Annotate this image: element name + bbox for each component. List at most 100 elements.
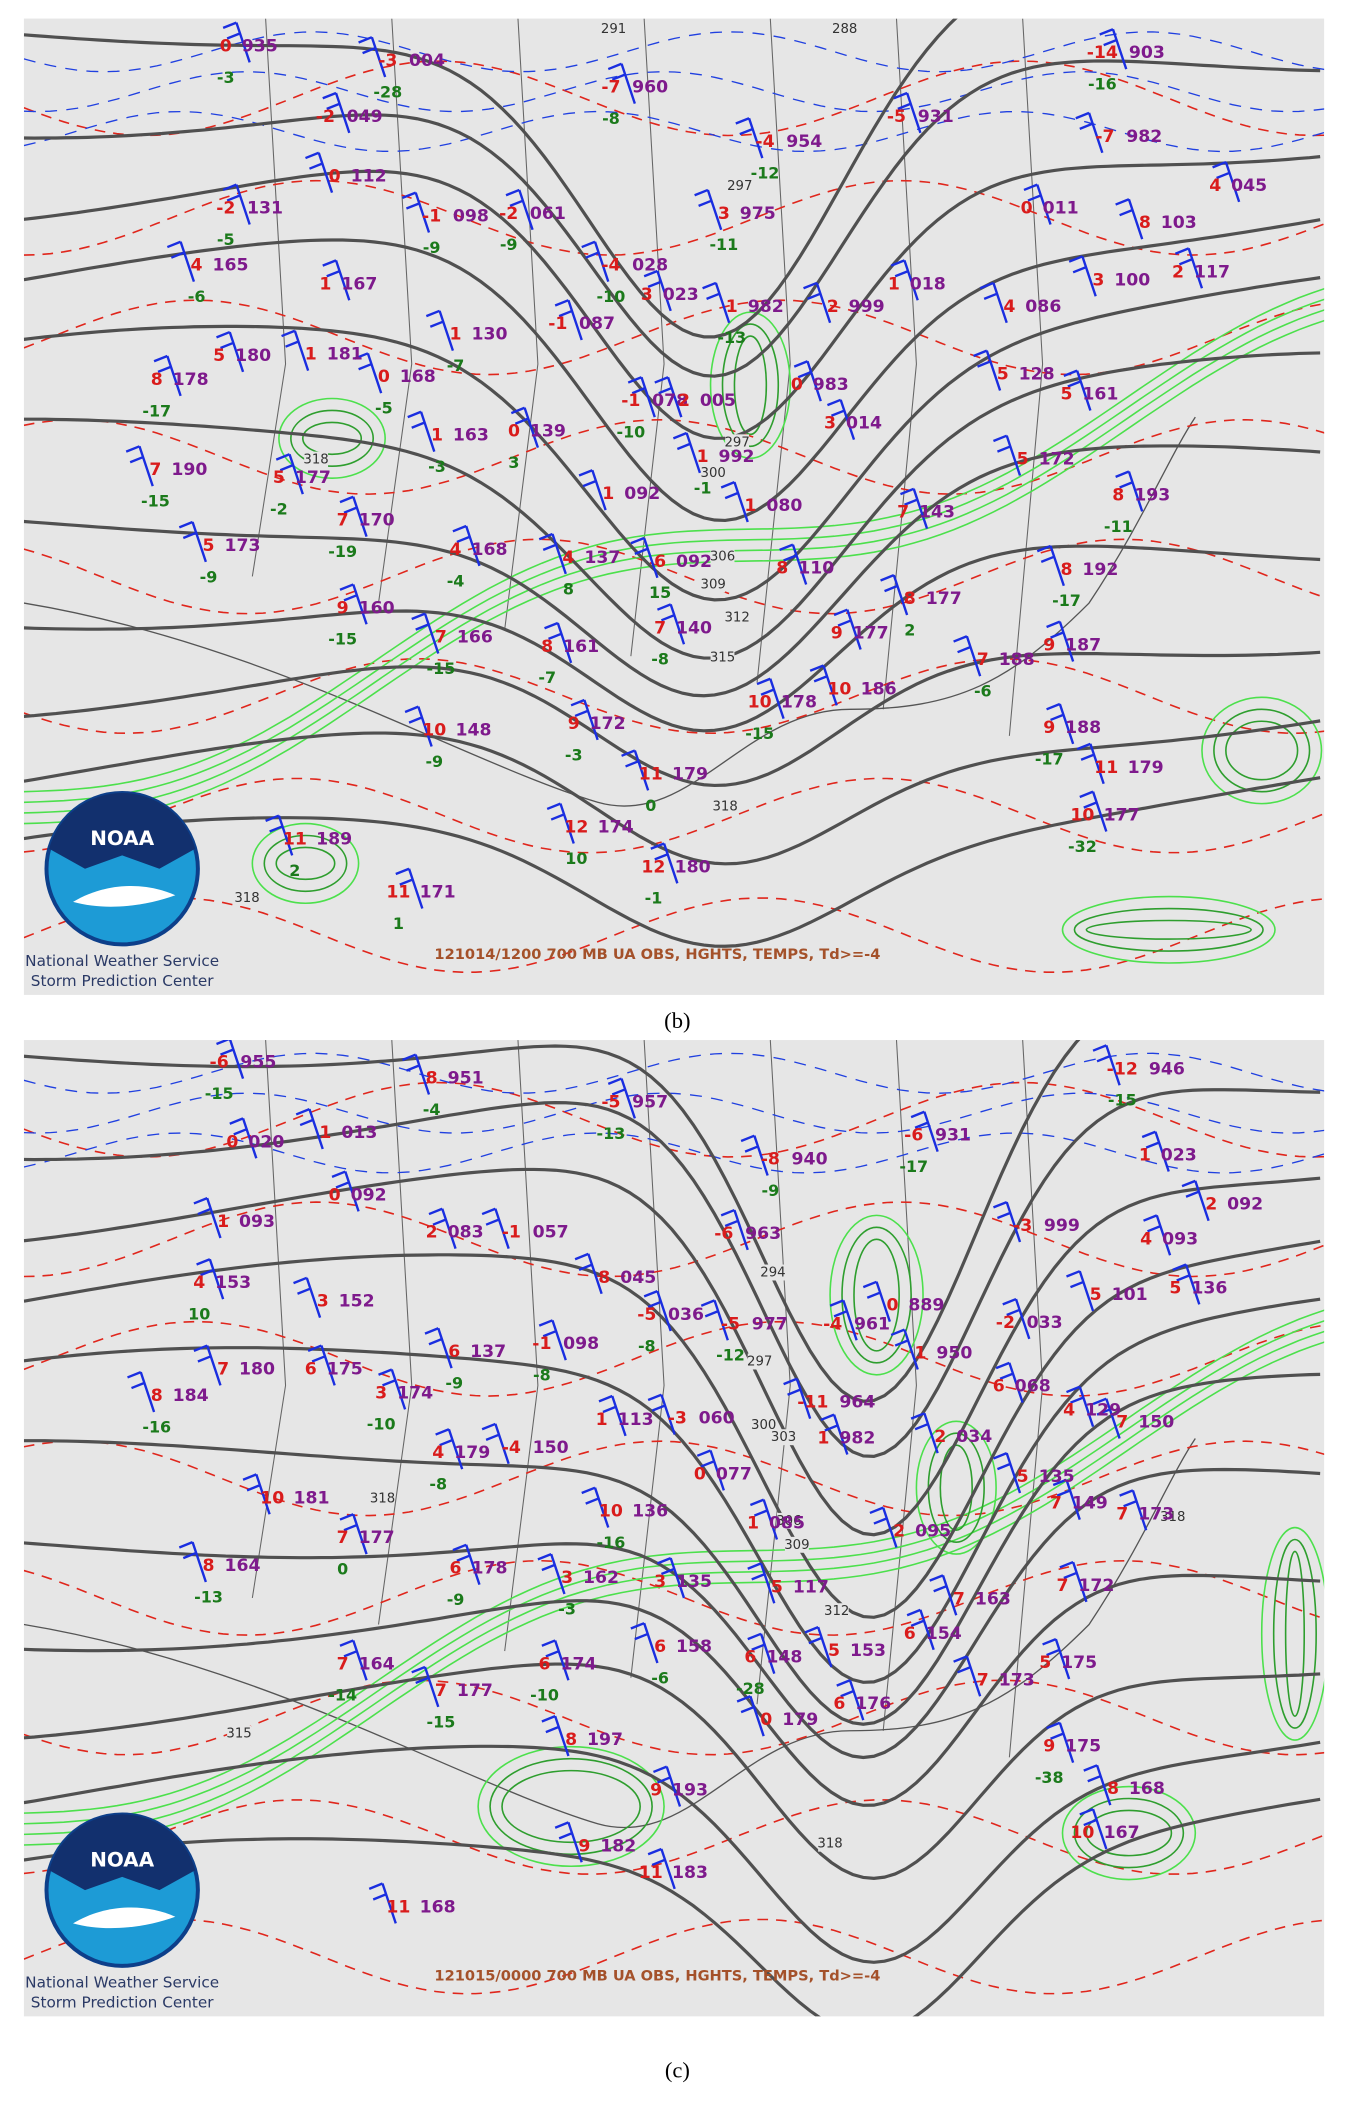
wind-barb: [696, 1449, 725, 1491]
station-height: 101: [1112, 1285, 1148, 1305]
station-temperature: -6: [904, 1126, 923, 1146]
station-height: 889: [908, 1296, 944, 1316]
station-height: 982: [1126, 127, 1162, 147]
station-height: 162: [583, 1568, 619, 1588]
height-contour: [23, 1797, 1321, 2017]
station-dewpoint: -7: [447, 356, 465, 375]
station-temperature: 6: [305, 1359, 317, 1379]
wind-barb: [538, 532, 567, 575]
station-temperature: 6: [654, 552, 666, 572]
station-temperature: 1: [217, 1212, 229, 1232]
station-dewpoint: -15: [427, 659, 456, 678]
wind-barb: [401, 1053, 431, 1095]
station-temperature: 3: [824, 414, 836, 434]
station-height: 011: [1043, 199, 1079, 219]
station-temperature: -4: [823, 1314, 842, 1334]
station-dewpoint: -19: [328, 542, 357, 561]
station-temperature: 2: [934, 1427, 946, 1447]
moisture-contour: [23, 319, 1325, 825]
logo-top: [49, 1814, 196, 1891]
wind-barb: [1119, 1489, 1148, 1531]
station-temperature: 5: [1169, 1278, 1181, 1298]
station-dewpoint: -13: [597, 1124, 626, 1143]
station-height: 140: [676, 618, 712, 638]
wind-barb: [890, 259, 919, 301]
station-temperature: 8: [1107, 1779, 1119, 1799]
station-height: 179: [672, 764, 708, 784]
contour-label: 315: [710, 651, 735, 666]
moisture-contour: [939, 1444, 973, 1531]
station-dewpoint: -7: [538, 668, 556, 687]
station-height: 931: [935, 1126, 971, 1146]
map-background: [23, 18, 1325, 995]
moisture-contour: [23, 309, 1325, 814]
height-contour: [23, 155, 1321, 440]
station-dewpoint: -38: [1035, 1768, 1064, 1787]
station-height: 131: [247, 199, 283, 219]
contour-label: 291: [601, 22, 626, 37]
wind-barb: [1181, 1179, 1210, 1222]
station-temperature: 8: [1139, 213, 1151, 233]
station-height: 940: [792, 1150, 828, 1170]
station-height: 092: [624, 484, 660, 504]
station-temperature: 7: [217, 1359, 229, 1379]
station-dewpoint: -10: [530, 1686, 559, 1705]
station-height: 160: [359, 598, 395, 618]
contour-label: 297: [727, 179, 752, 194]
station-temperature: 1: [319, 1123, 331, 1143]
station-height: 085: [769, 1514, 805, 1534]
station-height: 187: [1065, 636, 1101, 656]
map-background: [23, 1040, 1325, 2017]
station-temperature: 7: [1050, 1494, 1062, 1514]
wind-barb: [749, 1498, 779, 1540]
wind-barb: [1066, 1270, 1095, 1312]
station-dewpoint: -6: [188, 287, 206, 306]
wind-barb: [747, 1562, 776, 1604]
station-temperature: 3: [654, 1572, 666, 1592]
station-dewpoint: 15: [649, 583, 671, 602]
moisture-contour: [1284, 1550, 1306, 1717]
station-temperature: 7: [337, 1654, 349, 1674]
station-temperature: 8: [1112, 485, 1124, 505]
station-height: 013: [341, 1123, 377, 1143]
wind-barb: [222, 183, 251, 225]
contour-label: 309: [784, 1538, 809, 1553]
station-height: 083: [448, 1223, 484, 1243]
station-temperature: -6: [714, 1224, 733, 1244]
isotherm: [23, 60, 1325, 137]
height-contour: [23, 544, 1321, 733]
wind-barb: [295, 1108, 324, 1150]
wind-barb: [1143, 1214, 1172, 1256]
station-dewpoint: -9: [500, 235, 518, 254]
wind-barb: [740, 1134, 769, 1176]
station-height: 190: [171, 460, 207, 480]
station-height: 184: [173, 1386, 209, 1406]
wind-barb: [1172, 1263, 1201, 1305]
station-temperature: -3: [668, 1409, 687, 1429]
station-height: 129: [1085, 1401, 1121, 1421]
station-height: 174: [397, 1383, 433, 1403]
station-height: 178: [471, 1559, 507, 1579]
wind-barb: [890, 1328, 919, 1370]
wind-barb: [505, 188, 534, 231]
logo-bird: [73, 886, 176, 907]
state-border: [251, 18, 287, 577]
station-dewpoint: -17: [1052, 591, 1081, 610]
station-height: 172: [590, 714, 626, 734]
station-height: 197: [587, 1730, 623, 1750]
contour-label: 309: [701, 577, 726, 592]
station-height: 951: [448, 1069, 484, 1089]
panel-caption: (b): [664, 1008, 690, 1033]
station-temperature: -2: [499, 204, 518, 224]
station-dewpoint: -5: [375, 399, 393, 418]
station-height: 164: [359, 1654, 395, 1674]
contour-label-bg: [832, 21, 857, 38]
wind-barb: [322, 91, 351, 134]
wind-barb: [1099, 28, 1128, 70]
station-height: 100: [1114, 270, 1150, 290]
station-height: 143: [919, 503, 955, 523]
station-height: 189: [316, 829, 352, 849]
station-temperature: 5: [1017, 450, 1029, 470]
station-height: 171: [420, 883, 456, 903]
